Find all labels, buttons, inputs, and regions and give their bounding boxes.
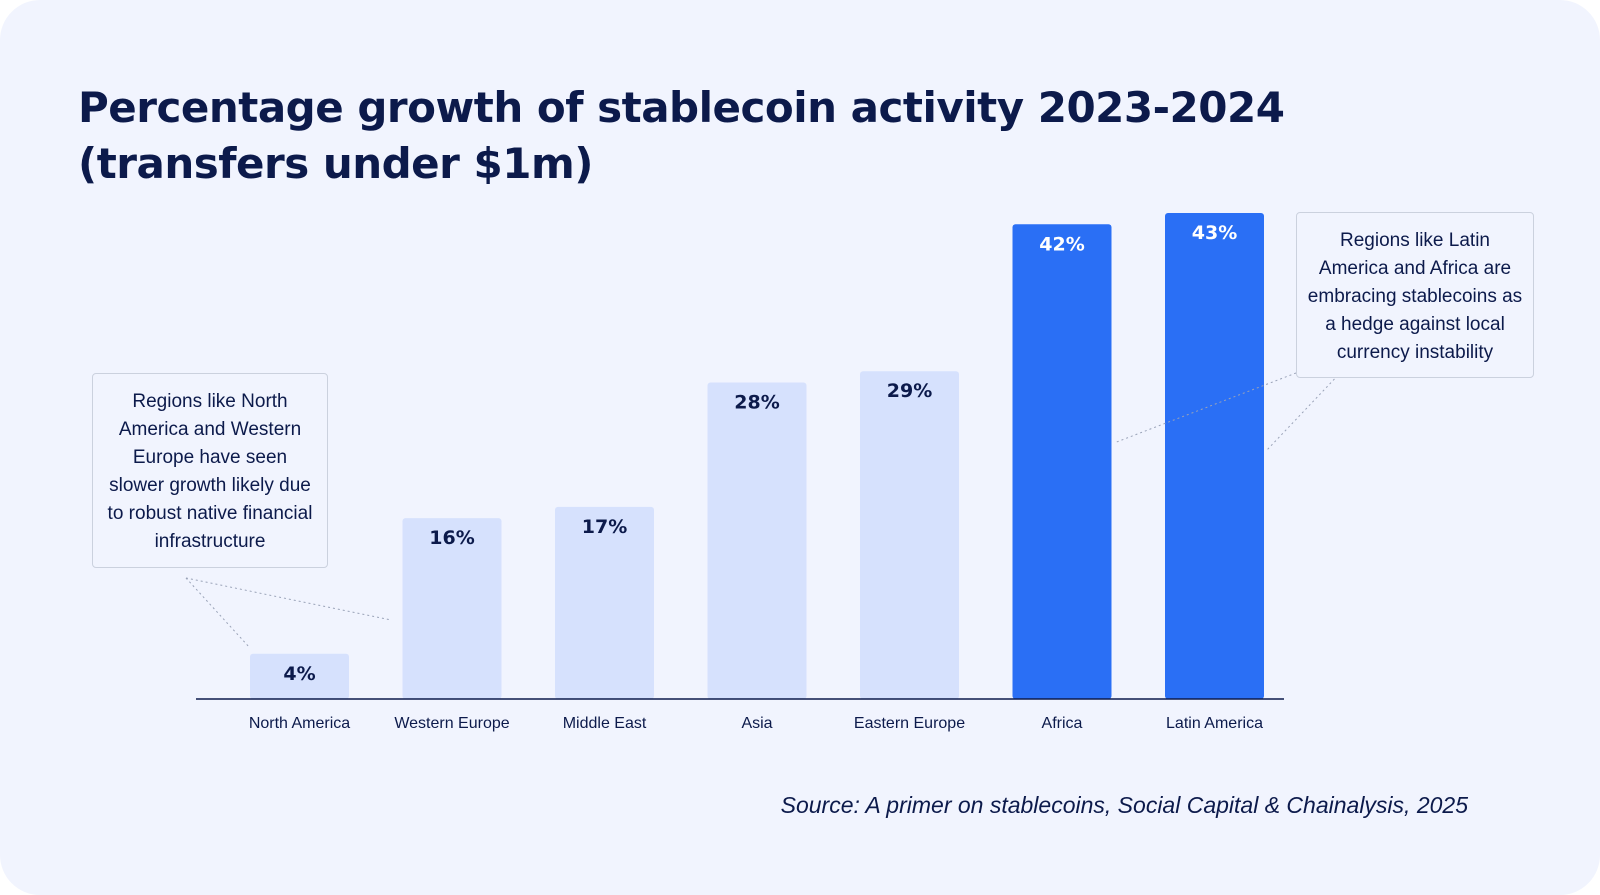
value-label-latin-america: 43% — [1192, 222, 1237, 244]
category-label-middle-east: Middle East — [563, 715, 647, 732]
leader-line-latin-america — [1265, 349, 1363, 452]
callout-left: Regions like North America and Western E… — [92, 373, 328, 568]
bar-latin-america — [1165, 213, 1264, 699]
chart-title: Percentage growth of stablecoin activity… — [78, 80, 1285, 192]
category-label-western-europe: Western Europe — [394, 715, 509, 732]
bar-north-america — [250, 653, 349, 699]
bar-africa — [1012, 224, 1112, 700]
bar-western-europe — [402, 518, 502, 699]
source-note: Source: A primer on stablecoins, Social … — [780, 792, 1468, 818]
bar-middle-east — [555, 506, 654, 699]
value-label-eastern-europe: 29% — [887, 380, 932, 402]
value-label-north-america: 4% — [283, 663, 315, 685]
chart-title-line-2: (transfers under $1m) — [78, 139, 593, 188]
leader-line-western-europe — [185, 577, 392, 621]
value-label-middle-east: 17% — [582, 516, 627, 538]
chart-title-line-1: Percentage growth of stablecoin activity… — [78, 83, 1285, 132]
bar-asia — [707, 382, 807, 699]
category-label-latin-america: Latin America — [1166, 715, 1263, 732]
category-label-asia: Asia — [741, 715, 772, 732]
category-label-north-america: North America — [249, 715, 350, 732]
bar-eastern-europe — [860, 371, 959, 699]
category-label-africa: Africa — [1042, 715, 1083, 732]
value-label-western-europe: 16% — [429, 527, 474, 549]
callout-right: Regions like Latin America and Africa ar… — [1296, 212, 1534, 378]
leader-line-north-america — [185, 577, 251, 649]
category-label-eastern-europe: Eastern Europe — [854, 715, 965, 732]
value-label-africa: 42% — [1039, 233, 1084, 255]
value-label-asia: 28% — [734, 392, 779, 414]
